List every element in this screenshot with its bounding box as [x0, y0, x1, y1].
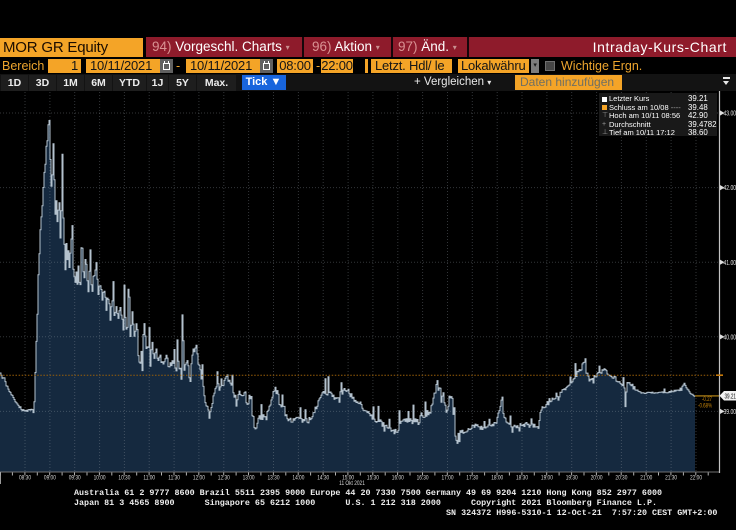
- svg-text:11 Okt 2021: 11 Okt 2021: [339, 480, 365, 487]
- svg-text:16:30: 16:30: [417, 475, 429, 482]
- svg-text:19:00: 19:00: [541, 475, 553, 482]
- svg-text:18:00: 18:00: [491, 475, 503, 482]
- svg-text:39.21: 39.21: [725, 393, 736, 401]
- svg-text:09:30: 09:30: [69, 475, 81, 482]
- svg-text:09:00: 09:00: [44, 475, 56, 482]
- svg-text:40.00: 40.00: [724, 334, 736, 342]
- svg-text:-0.68%: -0.68%: [698, 403, 712, 410]
- svg-text:15:30: 15:30: [367, 475, 379, 482]
- svg-text:12:00: 12:00: [193, 475, 205, 482]
- svg-text:21:00: 21:00: [640, 475, 652, 482]
- svg-text:18:30: 18:30: [516, 475, 528, 482]
- svg-text:16:00: 16:00: [392, 475, 404, 482]
- svg-text:15:00: 15:00: [342, 475, 354, 482]
- svg-text:17:30: 17:30: [466, 475, 478, 482]
- svg-text:41.00: 41.00: [724, 259, 736, 267]
- svg-text:43.00: 43.00: [724, 110, 736, 118]
- svg-text:20:00: 20:00: [591, 475, 603, 482]
- svg-text:13:30: 13:30: [268, 475, 280, 482]
- svg-text:11:00: 11:00: [143, 475, 155, 482]
- svg-text:14:30: 14:30: [317, 475, 329, 482]
- svg-text:19:30: 19:30: [566, 475, 578, 482]
- svg-text:12:30: 12:30: [218, 475, 230, 482]
- svg-text:42.00: 42.00: [724, 184, 736, 192]
- svg-text:20:30: 20:30: [615, 475, 627, 482]
- svg-text:08:30: 08:30: [19, 475, 31, 482]
- svg-text:10:30: 10:30: [118, 475, 130, 482]
- svg-text:21:30: 21:30: [665, 475, 677, 482]
- svg-text:14:00: 14:00: [292, 475, 304, 482]
- svg-text:13:00: 13:00: [243, 475, 255, 482]
- svg-text:10:00: 10:00: [94, 475, 106, 482]
- svg-text:17:00: 17:00: [442, 475, 454, 482]
- svg-text:22:00: 22:00: [690, 475, 702, 482]
- svg-text:11:30: 11:30: [168, 475, 180, 482]
- svg-text:39.00: 39.00: [724, 408, 736, 416]
- svg-text:-0.27: -0.27: [702, 396, 712, 403]
